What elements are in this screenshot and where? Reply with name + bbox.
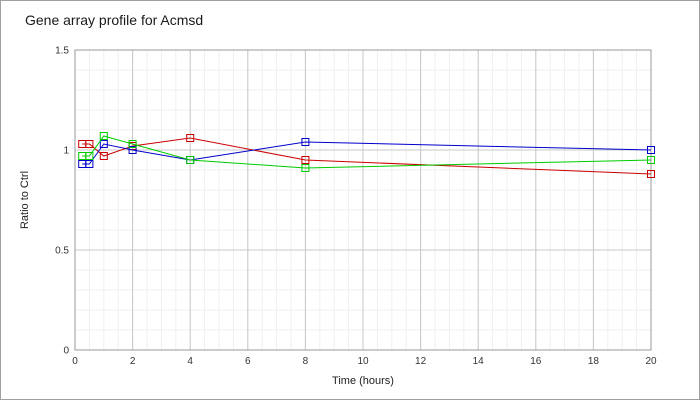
- data-point-marker: [99, 132, 108, 140]
- x-tick-label: 8: [303, 356, 309, 367]
- y-tick-label: 1: [63, 146, 69, 157]
- data-point-marker: [301, 138, 310, 146]
- x-tick-label: 6: [245, 356, 251, 367]
- x-tick-label: 18: [588, 356, 600, 367]
- x-tick-label: 14: [473, 356, 485, 367]
- data-point-marker: [301, 156, 310, 164]
- x-tick-label: 16: [530, 356, 542, 367]
- series-line: [82, 135, 652, 169]
- plot-area-border: [74, 49, 652, 351]
- data-point-marker: [128, 146, 137, 154]
- x-axis-ticks: 0 2 4 6 8 10 12 14 16 18 20: [72, 356, 657, 367]
- data-point-marker: [99, 140, 108, 148]
- data-point-marker: [301, 164, 310, 172]
- y-tick-label: 0: [63, 346, 69, 357]
- data-point-marker: [85, 140, 94, 148]
- grid: [74, 49, 652, 351]
- y-axis-label: Ratio to Ctrl: [19, 171, 31, 229]
- data-point-marker: [85, 152, 94, 160]
- data-point-marker: [647, 156, 655, 164]
- x-tick-label: 0: [72, 356, 78, 367]
- data-point-marker: [85, 160, 94, 168]
- data-point-marker: [99, 152, 108, 160]
- x-tick-label: 4: [187, 356, 193, 367]
- y-axis-ticks: 0 0.5 1 1.5: [55, 46, 69, 357]
- x-tick-label: 10: [357, 356, 369, 367]
- data-point-marker: [186, 156, 195, 164]
- series-group: [78, 132, 655, 178]
- y-tick-label: 1.5: [55, 46, 69, 57]
- x-tick-label: 12: [415, 356, 427, 367]
- x-tick-label: 20: [645, 356, 657, 367]
- series-line: [82, 141, 652, 165]
- data-point-marker: [186, 134, 195, 142]
- data-point-marker: [647, 146, 655, 154]
- chart-title: Gene array profile for Acmsd: [25, 12, 204, 28]
- data-point-marker: [128, 140, 137, 148]
- x-tick-label: 2: [130, 356, 136, 367]
- y-tick-label: 0.5: [55, 246, 69, 257]
- x-axis-label: Time (hours): [332, 375, 394, 387]
- series-3: [78, 132, 655, 172]
- data-point-marker: [647, 170, 655, 178]
